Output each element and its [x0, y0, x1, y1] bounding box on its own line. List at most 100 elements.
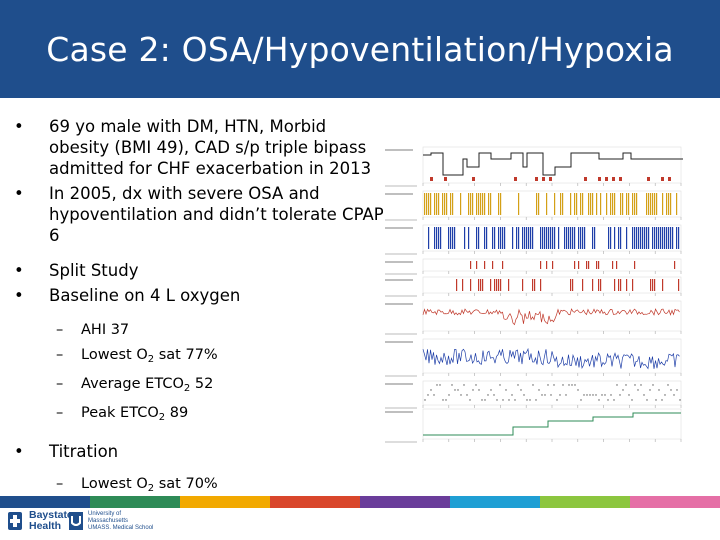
psg-position-dot — [481, 399, 483, 401]
psg-event-bar — [502, 227, 504, 249]
psg-position-dot — [463, 384, 465, 386]
psg-event-mark — [598, 177, 601, 181]
bullet-history-2: In 2005, dx with severe OSA and hypovent… — [49, 184, 384, 245]
psg-event-bar — [488, 193, 490, 215]
psg-position-dot — [556, 399, 558, 401]
psg-event-mark — [584, 177, 587, 181]
psg-event-bar — [610, 193, 612, 215]
psg-event-bar — [588, 193, 590, 215]
baystate-mark-icon — [8, 512, 22, 530]
psg-event-bar — [522, 279, 524, 291]
psg-position-dot — [565, 394, 567, 396]
stripe-segment — [360, 496, 450, 508]
bullet-item: • Titration — [14, 441, 384, 462]
psg-event-bar — [668, 227, 670, 249]
psg-position-dot — [457, 389, 459, 391]
psg-event-bar — [570, 227, 572, 249]
psg-event-bar — [528, 227, 530, 249]
psg-event-bar — [534, 279, 536, 291]
psg-event-bar — [526, 227, 528, 249]
bullet-item: • In 2005, dx with severe OSA and hypove… — [14, 183, 384, 246]
psg-event-bar — [652, 227, 654, 249]
psg-event-bar — [606, 193, 608, 215]
psg-event-bar — [492, 261, 494, 269]
psg-position-dot — [553, 384, 555, 386]
baseline-sub-text: AHI 37 — [81, 322, 130, 338]
psg-event-bar — [608, 227, 610, 249]
psg-position-dot — [601, 394, 603, 396]
psg-position-dot — [574, 384, 576, 386]
psg-event-bar — [442, 193, 444, 215]
psg-panel — [422, 338, 682, 374]
baseline-sub-suffix: 52 — [190, 376, 214, 392]
psg-event-bar — [586, 261, 588, 269]
psg-event-bar — [628, 193, 630, 215]
psg-position-dot — [529, 399, 531, 401]
psg-event-bar — [662, 193, 664, 215]
psg-position-dot — [625, 384, 627, 386]
psg-event-bar — [482, 279, 484, 291]
psg-event-bar — [618, 227, 620, 249]
psg-event-bar — [666, 227, 668, 249]
psg-event-bar — [532, 227, 534, 249]
psg-panel — [422, 300, 682, 332]
psg-event-bar — [580, 193, 582, 215]
psg-event-bar — [478, 279, 480, 291]
psg-event-bar — [656, 193, 658, 215]
psg-event-bar — [532, 279, 534, 291]
psg-event-bar — [582, 193, 584, 215]
psg-position-dot — [448, 394, 450, 396]
psg-position-dot — [547, 384, 549, 386]
psg-position-dot — [670, 389, 672, 391]
baseline-sub-suffix: sat 77% — [154, 347, 218, 363]
psg-event-bar — [558, 227, 560, 249]
psg-event-bar — [626, 193, 628, 215]
dash-glyph: – — [56, 405, 64, 421]
psg-event-bar — [568, 227, 570, 249]
psg-event-bar — [580, 227, 582, 249]
psg-event-bar — [598, 261, 600, 269]
psg-event-mark — [472, 177, 475, 181]
psg-panel — [422, 380, 682, 406]
bullet-item: • 69 yo male with DM, HTN, Morbid obesit… — [14, 116, 384, 179]
psg-position-dot — [535, 399, 537, 401]
psg-panel — [422, 276, 682, 294]
slide-title: Case 2: OSA/Hypoventilation/Hypoxia — [46, 29, 674, 69]
psg-event-bar — [634, 227, 636, 249]
psg-event-bar — [636, 227, 638, 249]
psg-event-bar — [632, 227, 634, 249]
psg-event-bar — [504, 227, 506, 249]
psg-event-bar — [650, 193, 652, 215]
psg-event-bar — [444, 193, 446, 215]
psg-event-bar — [548, 227, 550, 249]
psg-event-bar — [550, 227, 552, 249]
psg-event-bar — [478, 227, 480, 249]
psg-event-bar — [574, 193, 576, 215]
dash-glyph: – — [56, 476, 64, 492]
psg-event-mark — [514, 177, 517, 181]
psg-position-dot — [532, 384, 534, 386]
psg-event-bar — [596, 193, 598, 215]
psg-event-bar — [438, 227, 440, 249]
psg-event-mark — [647, 177, 650, 181]
psg-event-bar — [512, 227, 514, 249]
titration-sub-item: – Lowest O2 sat 70% — [14, 472, 384, 501]
psg-position-dot — [592, 394, 594, 396]
psg-event-bar — [574, 227, 576, 249]
psg-event-bar — [578, 227, 580, 249]
psg-event-bar — [546, 261, 548, 269]
psg-event-bar — [450, 193, 452, 215]
psg-event-bar — [546, 227, 548, 249]
bullet-list: • 69 yo male with DM, HTN, Morbid obesit… — [14, 116, 384, 530]
psg-position-dot — [571, 384, 573, 386]
psg-position-dot — [643, 394, 645, 396]
psg-position-dot — [430, 389, 432, 391]
psg-event-bar — [560, 193, 562, 215]
bullet-glyph: • — [14, 286, 24, 305]
psg-event-mark — [535, 177, 538, 181]
psg-event-bar — [476, 261, 478, 269]
psg-event-bar — [428, 227, 430, 249]
psg-event-bar — [500, 279, 502, 291]
psg-position-dot — [619, 394, 621, 396]
psg-event-bar — [596, 261, 598, 269]
